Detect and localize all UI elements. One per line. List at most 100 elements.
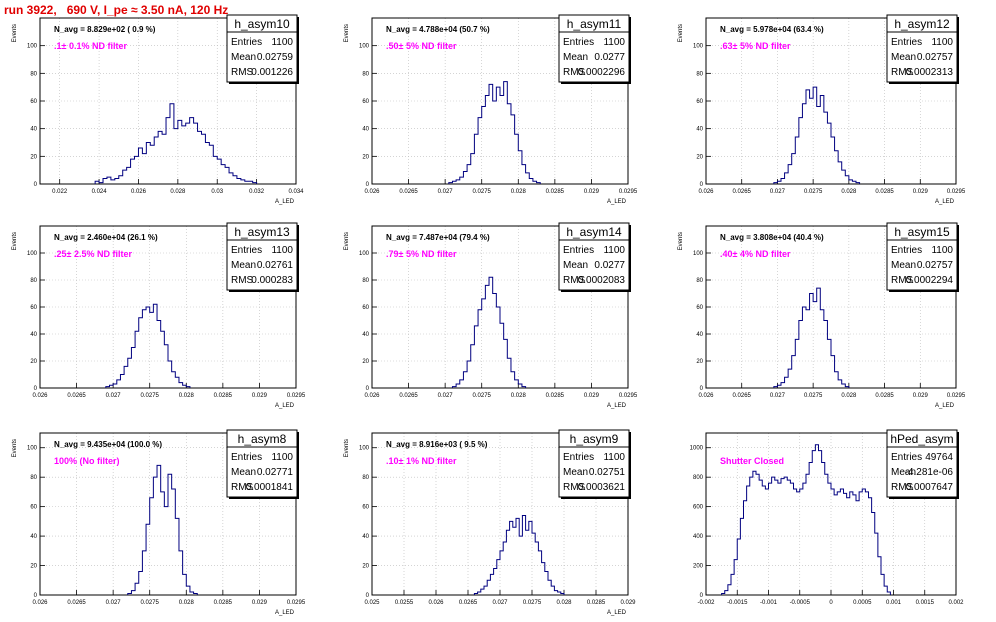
stat-label: Mean: [231, 52, 256, 63]
x-tick-label: 0.028: [556, 600, 572, 606]
y-tick-label: 20: [30, 154, 37, 160]
stat-value: 0.0002083: [578, 275, 626, 286]
stat-label: RMS: [563, 482, 586, 493]
x-axis-label: A_LED: [275, 403, 295, 409]
stat-value: 0.0277: [594, 52, 625, 63]
x-tick-label: -0.002: [697, 600, 715, 606]
plot-frame: [39, 432, 297, 596]
stat-label: Mean: [563, 260, 588, 271]
y-tick-label: 40: [362, 534, 369, 540]
stat-label: Mean: [231, 467, 256, 478]
panel-h_asym14: 0.026 0.0265 0.027 0.0275 0.028 0.0285 0.029 0.…: [344, 222, 638, 409]
filter-label: .50± 5% ND filter: [386, 41, 457, 51]
stat-label: RMS: [891, 482, 914, 493]
histogram-name: h_asym9: [570, 432, 619, 446]
stats-box-frame: [886, 222, 958, 291]
y-tick-label: 0: [34, 593, 38, 599]
stat-label: RMS: [891, 67, 914, 78]
stat-label: Entries: [231, 245, 262, 256]
histogram-name: h_asym11: [567, 17, 622, 31]
y-tick-label: 100: [359, 44, 370, 50]
x-tick-label: 0.026: [698, 393, 714, 399]
y-tick-label: 60: [696, 99, 703, 105]
stats-box: h_asym15 Entries 1100 Mean 0.02757RMS0.00022…: [886, 222, 959, 292]
y-tick-label: 60: [30, 99, 37, 105]
navg-label: N_avg = 3.808e+04 (40.4 %): [720, 233, 824, 242]
stat-value: 1100: [271, 452, 293, 463]
x-tick-label: 0.026: [698, 189, 714, 195]
y-axis-label: Events: [12, 439, 18, 457]
y-tick-label: 40: [30, 127, 37, 133]
stat-label: Mean: [563, 467, 588, 478]
y-tick-label: 80: [362, 475, 369, 481]
x-tick-label: 0.0295: [947, 393, 966, 399]
x-tick-label: 0.0295: [619, 189, 638, 195]
histogram-name: h_asym12: [894, 17, 950, 31]
navg-label: N_avg = 8.829e+02 ( 0.9 %): [54, 25, 156, 34]
x-tick-label: 0.0275: [141, 600, 160, 606]
x-tick-label: 0.029: [584, 393, 600, 399]
stat-value: 1100: [603, 245, 625, 256]
x-tick-label: 0.0285: [875, 393, 894, 399]
x-tick-label: 0.002: [948, 600, 964, 606]
x-tick-label: 0.025: [364, 600, 380, 606]
x-tick-label: 0.028: [841, 393, 857, 399]
y-tick-label: 400: [693, 534, 704, 540]
x-tick-label: 0.032: [249, 189, 265, 195]
x-tick-label: 0.027: [106, 393, 122, 399]
navg-label: N_avg = 4.788e+04 (50.7 %): [386, 25, 490, 34]
navg-label: N_avg = 5.978e+04 (63.4 %): [720, 25, 824, 34]
navg-label: N_avg = 7.487e+04 (79.4 %): [386, 233, 490, 242]
x-tick-label: 0.0265: [399, 189, 418, 195]
stat-value: 1100: [603, 452, 625, 463]
x-tick-label: -0.0015: [727, 600, 748, 606]
stat-label: Mean: [891, 467, 916, 478]
x-tick-label: 0.0285: [546, 393, 565, 399]
x-tick-label: 0.029: [913, 189, 929, 195]
stat-label: Entries: [891, 37, 922, 48]
x-axis-label: A_LED: [275, 199, 295, 205]
x-tick-label: -0.0005: [790, 600, 811, 606]
x-axis-label: A_LED: [935, 199, 955, 205]
histogram-line: [105, 303, 191, 388]
panel-h_asym9: 0.025 0.0255 0.026 0.0265 0.027 0.0275 0.028 0.…: [344, 429, 636, 616]
x-tick-label: 0.0295: [947, 189, 966, 195]
stat-label: Entries: [891, 245, 922, 256]
stat-value: 1100: [271, 245, 293, 256]
stat-value: 0.0007647: [906, 482, 954, 493]
y-tick-label: 20: [362, 154, 369, 160]
histogram-name: h_asym14: [566, 225, 622, 239]
stat-value: 0.02757: [917, 52, 954, 63]
panel-h_asym13: 0.026 0.0265 0.027 0.0275 0.028 0.0285 0.029 0.…: [12, 222, 306, 409]
x-tick-label: 0: [829, 600, 833, 606]
x-tick-label: 0.024: [92, 189, 108, 195]
x-tick-label: 0.028: [170, 189, 186, 195]
stats-box-frame: [226, 14, 298, 83]
y-tick-label: 80: [696, 278, 703, 284]
filter-label: .10± 1% ND filter: [386, 456, 457, 466]
x-axis-label: A_LED: [607, 199, 627, 205]
y-tick-label: 40: [362, 332, 369, 338]
y-tick-label: 100: [693, 44, 704, 50]
y-tick-label: 100: [359, 446, 370, 452]
x-axis-label: A_LED: [607, 610, 627, 616]
y-tick-label: 0: [700, 386, 704, 392]
stats-box-frame: [226, 222, 298, 291]
y-tick-label: 0: [34, 386, 38, 392]
stat-label: RMS: [563, 275, 586, 286]
stat-value: 0.02759: [257, 52, 294, 63]
y-tick-label: 60: [696, 305, 703, 311]
x-tick-label: 0.026: [32, 393, 48, 399]
x-tick-label: 0.0015: [916, 600, 935, 606]
x-tick-label: 0.0275: [804, 393, 823, 399]
stat-value: -4.281e-06: [905, 467, 954, 478]
y-axis-label: Events: [344, 439, 350, 457]
filter-label: .40± 4% ND filter: [720, 249, 791, 259]
stat-value: 0.0002294: [906, 275, 954, 286]
y-tick-label: 0: [34, 182, 38, 188]
x-tick-label: 0.0275: [523, 600, 542, 606]
panel-h_asym10: 0.022 0.024 0.026 0.028 0.03 0.032 0.034 0 20 40 6…: [12, 14, 304, 205]
stat-value: 0.02771: [257, 467, 294, 478]
filter-label: .25± 2.5% ND filter: [54, 249, 132, 259]
y-tick-label: 0: [700, 593, 704, 599]
